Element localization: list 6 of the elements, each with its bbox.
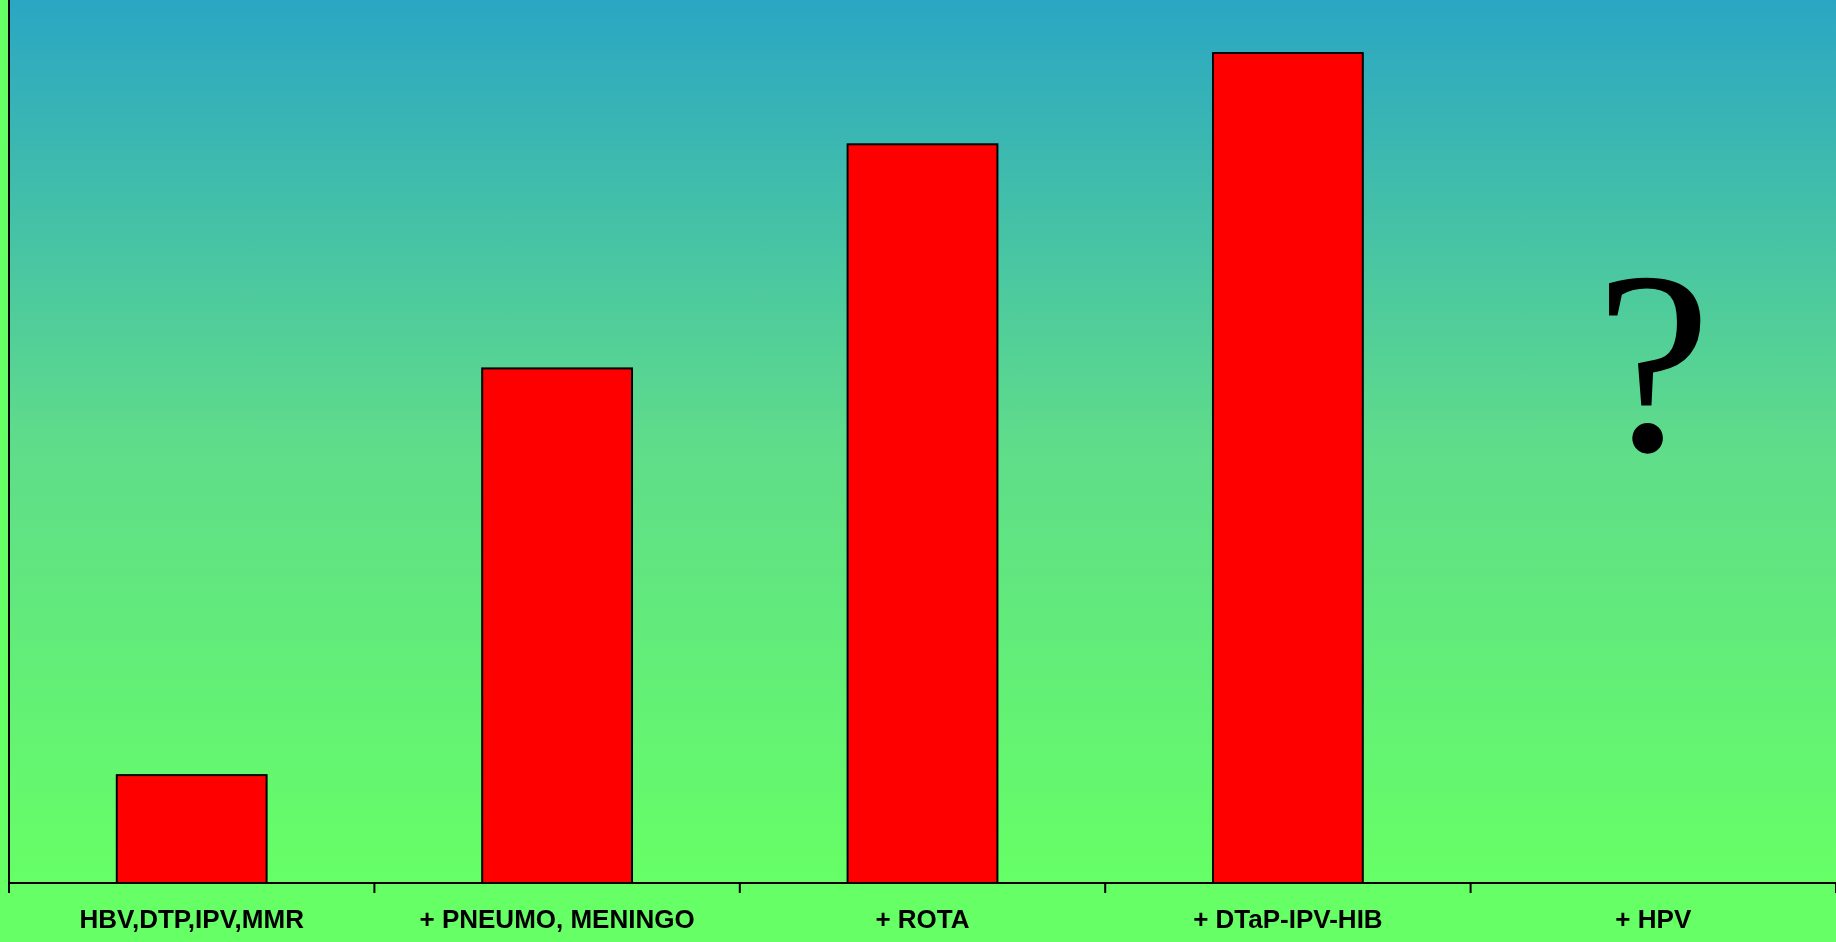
x-tick-label: HBV,DTP,IPV,MMR <box>79 904 305 934</box>
x-tick-label: + DTaP-IPV-HIB <box>1193 904 1383 934</box>
x-tick-label: + ROTA <box>875 904 970 934</box>
annotation: ? <box>1595 218 1711 506</box>
x-tick-label: + PNEUMO, MENINGO <box>419 904 695 934</box>
x-tick-label: + HPV <box>1615 904 1692 934</box>
